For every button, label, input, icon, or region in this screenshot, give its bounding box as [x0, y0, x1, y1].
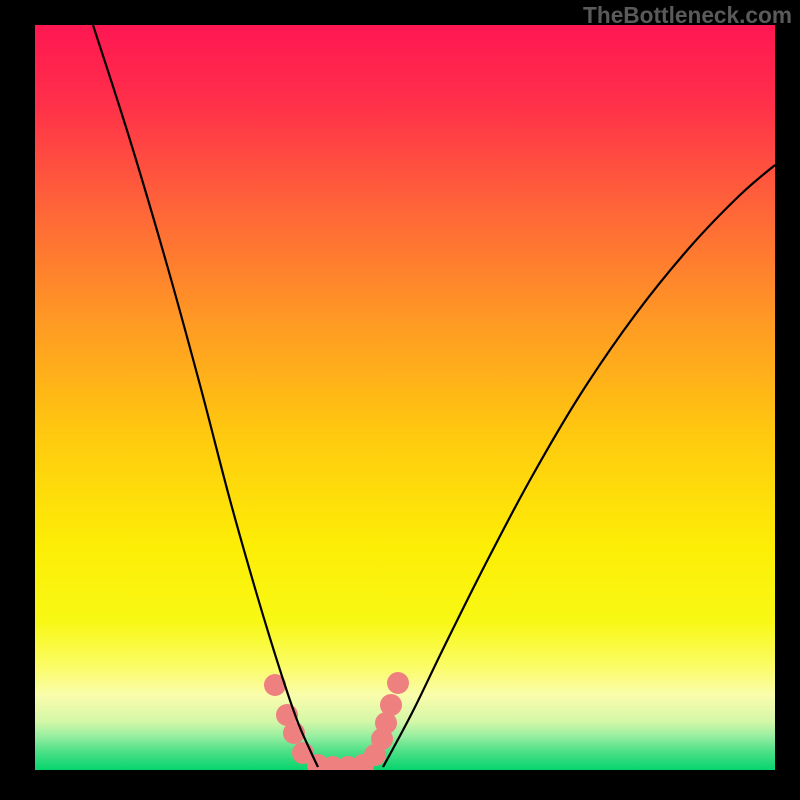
highlight-dot	[380, 694, 402, 716]
watermark-text: TheBottleneck.com	[583, 2, 792, 29]
chart-root: TheBottleneck.com	[0, 0, 800, 800]
plot-area	[35, 25, 775, 770]
chart-svg	[35, 25, 775, 770]
highlight-dot	[387, 672, 409, 694]
gradient-background	[35, 25, 775, 770]
